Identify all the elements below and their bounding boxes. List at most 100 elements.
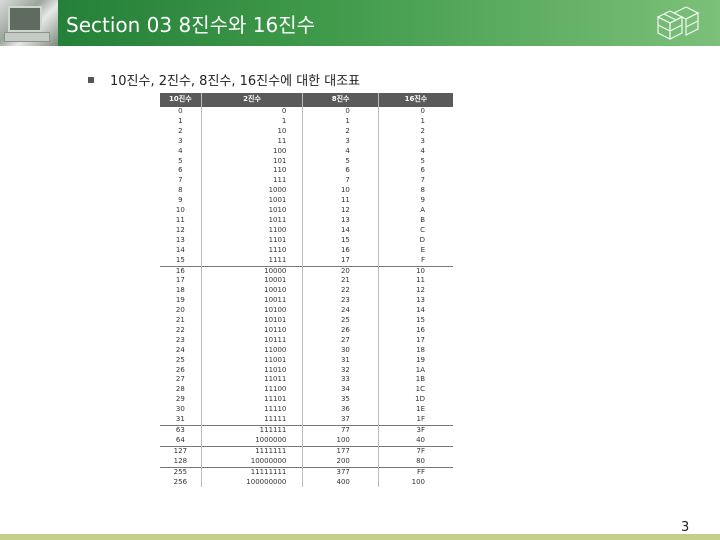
table-row: 31 11111 37 1F: [160, 415, 453, 426]
table-cell: 1111: [200, 255, 303, 266]
table-cell: 377: [302, 466, 379, 478]
table-cell: 7F: [377, 445, 453, 457]
table-cell: 16: [302, 245, 379, 256]
table-cell: 18: [377, 345, 453, 356]
table-cell: 26: [175, 365, 185, 374]
table-cell: 1C: [377, 385, 453, 396]
computer-photo-icon: [0, 0, 58, 46]
table-row: 14 1110 16 E: [160, 245, 453, 256]
table-cell: 10100: [200, 306, 303, 317]
column-header: 8진수: [302, 93, 379, 107]
table-cell: 12: [302, 206, 379, 216]
table-cell: 1D: [377, 395, 453, 406]
table-cell: 1B: [377, 375, 453, 386]
table-cell: 31: [175, 415, 185, 424]
table-row: 7 111 7 7: [160, 176, 453, 187]
table-row: 5 101 5 5: [160, 156, 453, 167]
table-cell: A: [377, 206, 453, 216]
table-cell: 1110: [200, 245, 303, 256]
table-cell: 4: [377, 146, 453, 157]
table-row: 127 1111111 177 7F: [160, 445, 453, 457]
table-cell: 10101: [200, 316, 303, 326]
table-cell: 14: [302, 225, 379, 236]
table-cell: 27: [175, 375, 185, 384]
table-cell: 11: [200, 136, 303, 147]
table-cell: 77: [302, 424, 379, 436]
table-cell: 22: [302, 286, 379, 297]
table-cell: 17: [175, 276, 185, 285]
table-cell: 32: [302, 365, 379, 376]
table-cell: 1101: [200, 235, 303, 246]
table-cell: 128: [173, 456, 188, 465]
table-cell: 37: [302, 415, 379, 426]
slide-header: Section 03 8진수와 16진수: [0, 0, 720, 46]
table-cell: 1011: [200, 215, 303, 226]
table-cell: 5: [302, 156, 379, 167]
table-cell: 127: [160, 445, 202, 457]
table-cell: 100: [302, 435, 379, 447]
table-cell: 255: [160, 466, 202, 478]
table-row: 24 11000 30 18: [160, 345, 453, 356]
bullet-square-icon: [88, 77, 94, 83]
table-cell: 2: [178, 126, 183, 135]
table-cell: 10: [200, 126, 303, 137]
table-cell: 27: [302, 335, 379, 346]
table-cell: 19: [377, 355, 453, 366]
table-cell: 9: [178, 196, 183, 205]
table-cell: 100: [200, 146, 303, 157]
table-cell: 0: [178, 107, 183, 115]
table-cell: 11: [175, 215, 185, 224]
table-cell: 15: [377, 316, 453, 326]
table-row: 63 111111 77 3F: [160, 424, 453, 436]
table-cell: 29: [175, 395, 185, 404]
table-cell: 35: [302, 395, 379, 406]
table-cell: 4: [178, 146, 183, 155]
table-cell: 25: [175, 355, 185, 364]
table-cell: 17: [377, 335, 453, 346]
table-cell: 15: [175, 255, 185, 264]
table-cell: 30: [302, 345, 379, 356]
table-cell: 0: [302, 107, 379, 117]
table-cell: 0: [200, 107, 303, 117]
table-cell: 17: [302, 255, 379, 266]
table-cell: 33: [302, 375, 379, 386]
table-cell: 2: [377, 126, 453, 137]
bullet-text: 10진수, 2진수, 8진수, 16진수에 대한 대조표: [110, 74, 361, 89]
table-row: 6 110 6 6: [160, 166, 453, 177]
table-cell: 1: [178, 116, 183, 125]
table-cell: 26: [302, 325, 379, 336]
table-cell: 10110: [200, 325, 303, 336]
table-cell: 110: [200, 166, 303, 177]
table-cell: 10000: [200, 265, 303, 277]
table-cell: 13: [175, 235, 185, 244]
table-row: 21 10101 25 15: [160, 316, 453, 326]
table-cell: 10: [302, 186, 379, 197]
table-row: 12 1100 14 C: [160, 225, 453, 236]
table-cell: 11110: [200, 405, 303, 416]
table-cell: 10001: [200, 276, 303, 287]
conversion-table: 10진수 2진수 8진수 16진수 0 0 0 0 1 1 1 1 2 10 2 2 3 11 3 3 4 100…: [160, 93, 453, 488]
table-row: 18 10010 22 12: [160, 286, 453, 297]
table-cell: 10: [175, 206, 185, 215]
table-cell: B: [377, 215, 453, 226]
table-cell: 28: [175, 385, 185, 394]
table-cell: 30: [175, 405, 185, 414]
table-cell: 25: [302, 316, 379, 326]
table-cell: 9: [377, 196, 453, 207]
table-row: 3 11 3 3: [160, 136, 453, 147]
table-cell: 400: [302, 477, 379, 488]
table-row: 29 11101 35 1D: [160, 395, 453, 406]
table-row: 23 10111 27 17: [160, 335, 453, 346]
table-cell: 2: [302, 126, 379, 137]
table-row: 16 10000 20 10: [160, 265, 453, 277]
table-cell: 6: [178, 166, 183, 175]
table-cell: 1001: [200, 196, 303, 207]
table-cell: 1: [377, 116, 453, 127]
table-body: 0 0 0 0 1 1 1 1 2 10 2 2 3 11 3 3 4 100 4 4 5 101 5 5 6 110 6 6 7 111…: [160, 107, 453, 488]
table-cell: 3F: [377, 424, 453, 436]
table-cell: 11101: [200, 395, 303, 406]
table-cell: 10000000: [200, 456, 303, 468]
bullet-item: 10진수, 2진수, 8진수, 16진수에 대한 대조표: [88, 70, 360, 89]
table-cell: 11011: [200, 375, 303, 386]
